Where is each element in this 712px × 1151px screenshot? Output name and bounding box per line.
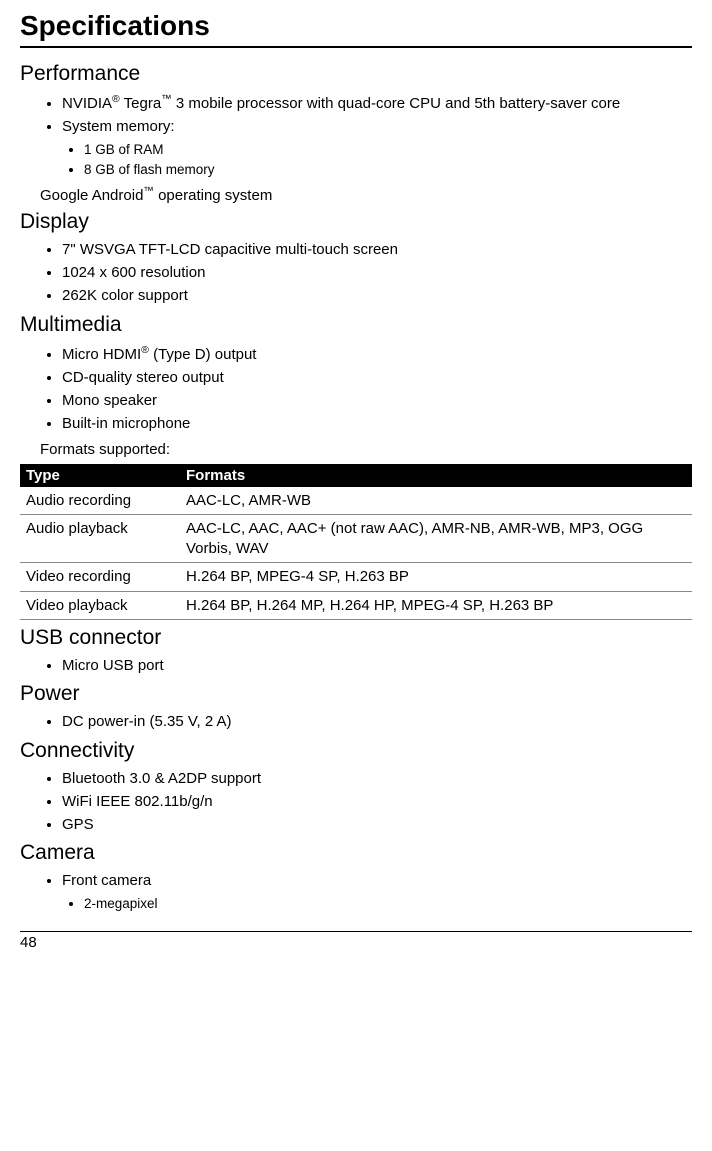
table-cell: Audio playback (20, 515, 180, 563)
list-item: 2-megapixel (84, 895, 692, 913)
section-heading-camera: Camera (20, 841, 692, 865)
table-cell: AAC-LC, AAC, AAC+ (not raw AAC), AMR-NB,… (180, 515, 692, 563)
list-item: System memory: 1 GB of RAM 8 GB of flash… (62, 117, 692, 179)
table-header-row: Type Formats (20, 464, 692, 487)
page-footer: 48 (20, 931, 692, 951)
table-row: Audio playback AAC-LC, AAC, AAC+ (not ra… (20, 515, 692, 563)
section-heading-power: Power (20, 682, 692, 706)
text: 3 mobile processor with quad-core CPU an… (172, 95, 621, 112)
text: Tegra (120, 95, 161, 112)
section-heading-display: Display (20, 210, 692, 234)
table-cell: H.264 BP, H.264 MP, H.264 HP, MPEG-4 SP,… (180, 591, 692, 620)
table-header: Formats (180, 464, 692, 487)
sublist: 1 GB of RAM 8 GB of flash memory (62, 141, 692, 179)
usb-list: Micro USB port (20, 656, 692, 676)
text: Google Android (40, 187, 143, 204)
os-note: Google Android™ operating system (40, 185, 692, 204)
list-item: Front camera 2-megapixel (62, 871, 692, 912)
power-list: DC power-in (5.35 V, 2 A) (20, 712, 692, 732)
text: System memory: (62, 118, 175, 135)
table-cell: Audio recording (20, 487, 180, 515)
superscript: ® (112, 93, 120, 105)
list-item: 8 GB of flash memory (84, 161, 692, 179)
list-item: Mono speaker (62, 391, 692, 411)
list-item: 1024 x 600 resolution (62, 263, 692, 283)
section-heading-usb: USB connector (20, 626, 692, 650)
multimedia-list: Micro HDMI® (Type D) output CD-quality s… (20, 343, 692, 435)
section-heading-performance: Performance (20, 62, 692, 86)
superscript: ™ (143, 185, 154, 197)
page-title: Specifications (20, 10, 692, 48)
list-item: Micro HDMI® (Type D) output (62, 343, 692, 365)
table-cell: Video playback (20, 591, 180, 620)
list-item: DC power-in (5.35 V, 2 A) (62, 712, 692, 732)
list-item: 1 GB of RAM (84, 141, 692, 159)
table-cell: H.264 BP, MPEG-4 SP, H.263 BP (180, 563, 692, 592)
list-item: WiFi IEEE 802.11b/g/n (62, 792, 692, 812)
text: operating system (154, 187, 272, 204)
text: NVIDIA (62, 95, 112, 112)
text: (Type D) output (149, 346, 257, 363)
table-row: Audio recording AAC-LC, AMR-WB (20, 487, 692, 515)
table-row: Video recording H.264 BP, MPEG-4 SP, H.2… (20, 563, 692, 592)
list-item: 262K color support (62, 286, 692, 306)
formats-table: Type Formats Audio recording AAC-LC, AMR… (20, 464, 692, 621)
list-item: NVIDIA® Tegra™ 3 mobile processor with q… (62, 92, 692, 114)
text: Micro HDMI (62, 346, 141, 363)
connectivity-list: Bluetooth 3.0 & A2DP support WiFi IEEE 8… (20, 769, 692, 836)
formats-label: Formats supported: (40, 441, 692, 458)
list-item: GPS (62, 815, 692, 835)
camera-list: Front camera 2-megapixel (20, 871, 692, 912)
list-item: Bluetooth 3.0 & A2DP support (62, 769, 692, 789)
superscript: ® (141, 344, 149, 356)
display-list: 7" WSVGA TFT-LCD capacitive multi-touch … (20, 240, 692, 307)
list-item: 7" WSVGA TFT-LCD capacitive multi-touch … (62, 240, 692, 260)
sublist: 2-megapixel (62, 895, 692, 913)
table-header: Type (20, 464, 180, 487)
table-row: Video playback H.264 BP, H.264 MP, H.264… (20, 591, 692, 620)
list-item: Micro USB port (62, 656, 692, 676)
list-item: CD-quality stereo output (62, 368, 692, 388)
section-heading-connectivity: Connectivity (20, 739, 692, 763)
table-cell: AAC-LC, AMR-WB (180, 487, 692, 515)
section-heading-multimedia: Multimedia (20, 313, 692, 337)
text: Front camera (62, 872, 151, 889)
list-item: Built-in microphone (62, 414, 692, 434)
table-cell: Video recording (20, 563, 180, 592)
page-number: 48 (20, 934, 37, 951)
superscript: ™ (161, 93, 172, 105)
performance-list: NVIDIA® Tegra™ 3 mobile processor with q… (20, 92, 692, 179)
